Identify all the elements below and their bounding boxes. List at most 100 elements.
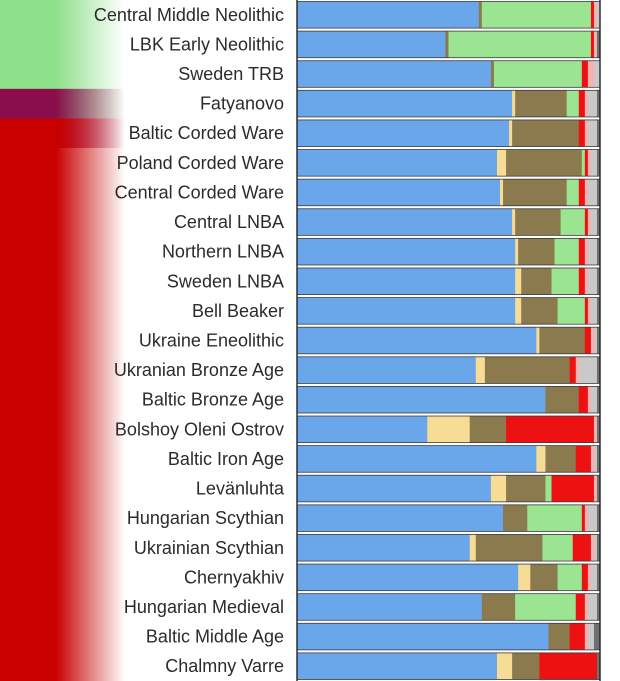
bar-segment bbox=[596, 119, 601, 147]
bar-segment bbox=[581, 504, 586, 532]
bar-segment bbox=[557, 564, 583, 591]
row-label: Bolshoy Oleni Ostrov bbox=[115, 419, 284, 439]
bar-segment bbox=[575, 445, 592, 473]
bar-segment bbox=[496, 149, 507, 177]
bar-segment bbox=[448, 31, 592, 58]
row-label: Hungarian Medieval bbox=[124, 597, 284, 617]
bar-segment bbox=[297, 208, 513, 236]
bar-segment bbox=[587, 267, 598, 295]
bar-segment bbox=[297, 475, 492, 502]
bar-segment bbox=[515, 208, 562, 236]
bar-segment bbox=[475, 534, 543, 562]
bar-segment bbox=[481, 1, 592, 29]
bar-segment bbox=[590, 31, 595, 58]
bar-segment bbox=[297, 179, 501, 206]
bar-segment bbox=[593, 416, 598, 443]
bar-segment bbox=[484, 356, 571, 384]
bar-segment bbox=[490, 60, 495, 88]
row-label: Baltic Corded Ware bbox=[129, 123, 284, 143]
bar-segment bbox=[297, 1, 480, 29]
bar-segment bbox=[512, 90, 516, 117]
bar-segment bbox=[515, 90, 568, 117]
bar-segment bbox=[587, 119, 598, 147]
bar-segment bbox=[578, 90, 586, 117]
row-label: Baltic Bronze Age bbox=[142, 390, 284, 410]
row-label: Bell Beaker bbox=[192, 301, 284, 321]
bar-segment bbox=[596, 356, 601, 384]
row-label: Baltic Iron Age bbox=[168, 449, 284, 469]
bar-segment bbox=[518, 238, 555, 265]
row-label: Ukranian Bronze Age bbox=[114, 360, 284, 380]
bar-segment bbox=[587, 90, 598, 117]
bar-segment bbox=[551, 475, 595, 502]
bar-segment bbox=[584, 208, 589, 236]
bar-segment bbox=[593, 327, 598, 354]
bar-segment bbox=[596, 149, 601, 177]
bar-segment bbox=[596, 208, 601, 236]
bar-segment bbox=[297, 593, 483, 621]
bar-segment bbox=[596, 504, 601, 532]
bar-segment bbox=[584, 119, 589, 147]
bar-segment bbox=[560, 208, 586, 236]
bar-segment bbox=[297, 60, 492, 88]
bar-segment bbox=[297, 119, 510, 147]
bar-segment bbox=[512, 652, 540, 680]
bar-segment bbox=[512, 208, 516, 236]
bar-segment bbox=[297, 90, 513, 117]
bar-segment bbox=[481, 593, 516, 621]
bar-segment bbox=[593, 1, 598, 29]
bar-segment bbox=[590, 149, 598, 177]
bar-segment bbox=[596, 534, 601, 562]
bar-segment bbox=[584, 238, 589, 265]
bar-segment bbox=[590, 208, 598, 236]
bar-segment bbox=[545, 386, 580, 414]
bar-segment bbox=[297, 149, 498, 177]
bar-segment bbox=[587, 504, 598, 532]
bar-segment bbox=[515, 238, 519, 265]
row-label: Central LNBA bbox=[174, 212, 284, 232]
bar-segment bbox=[297, 267, 516, 295]
bar-segment bbox=[590, 534, 595, 562]
bar-segment bbox=[596, 416, 601, 443]
row-labels: Central Middle Neolithic LBK Early Neolit… bbox=[94, 5, 285, 676]
bar-segment bbox=[297, 416, 428, 443]
bar-segment bbox=[297, 386, 546, 414]
bar-segment bbox=[578, 238, 586, 265]
bar-segment bbox=[545, 445, 577, 473]
bar-segment bbox=[542, 534, 574, 562]
bar-segment bbox=[297, 297, 516, 325]
bar-segment bbox=[596, 1, 601, 29]
bar-segment bbox=[587, 208, 592, 236]
bar-segment bbox=[590, 1, 595, 29]
group-band bbox=[0, 118, 160, 681]
bar-segment bbox=[578, 179, 586, 206]
bar-segment bbox=[518, 564, 531, 591]
bar-segment bbox=[596, 445, 601, 473]
bar-segment bbox=[554, 238, 580, 265]
bar-segment bbox=[596, 31, 601, 58]
bar-segment bbox=[297, 31, 446, 58]
bar-segment bbox=[427, 416, 471, 443]
bar-segment bbox=[500, 179, 504, 206]
bar-segment bbox=[297, 652, 498, 680]
bar-segment bbox=[578, 356, 598, 384]
bar-segment bbox=[569, 356, 577, 384]
row-label: Fatyanovo bbox=[200, 94, 284, 114]
bar-segment bbox=[493, 60, 583, 88]
row-label: Sweden TRB bbox=[178, 64, 284, 84]
bar-segment bbox=[297, 564, 519, 591]
bar-segment bbox=[536, 445, 546, 473]
row-label: Hungarian Scythian bbox=[127, 508, 284, 528]
bar-segment bbox=[297, 356, 477, 384]
row-label: Levänluhta bbox=[196, 479, 285, 499]
bar-segment bbox=[587, 60, 595, 88]
bar-segment bbox=[503, 504, 528, 532]
bar-segment bbox=[297, 534, 471, 562]
row-label: Northern LNBA bbox=[162, 242, 284, 262]
bar-segment bbox=[566, 90, 580, 117]
bar-segment bbox=[297, 504, 504, 532]
bar-segment bbox=[590, 564, 598, 591]
bar-segment bbox=[584, 623, 589, 650]
row-label: Poland Corded Ware bbox=[117, 153, 284, 173]
bar-segment bbox=[587, 297, 592, 325]
